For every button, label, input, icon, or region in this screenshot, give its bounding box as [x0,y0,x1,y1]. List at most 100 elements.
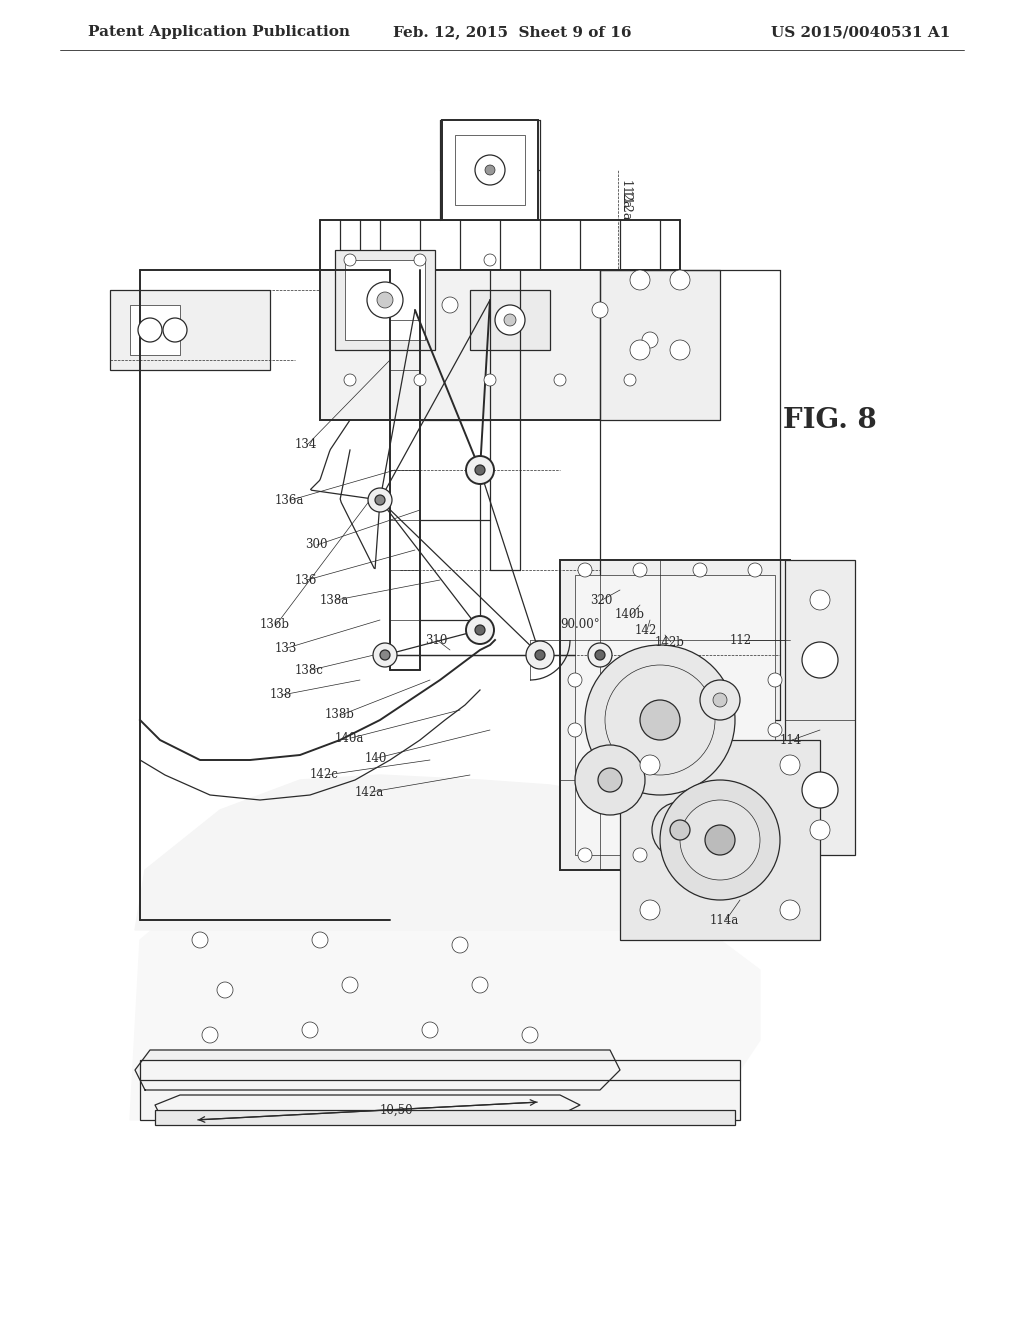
Circle shape [312,932,328,948]
Circle shape [802,642,838,678]
Circle shape [475,465,485,475]
Circle shape [633,847,647,862]
Circle shape [705,825,735,855]
Circle shape [802,772,838,808]
Circle shape [568,723,582,737]
Circle shape [414,374,426,385]
Circle shape [660,780,780,900]
Bar [600,271,720,420]
Circle shape [598,768,622,792]
Text: US 2015/0040531 A1: US 2015/0040531 A1 [771,25,950,40]
Circle shape [522,1027,538,1043]
Circle shape [810,590,830,610]
Circle shape [475,154,505,185]
Polygon shape [130,880,760,1119]
Bar [345,260,425,341]
Bar [785,560,855,855]
Circle shape [652,803,708,858]
Circle shape [495,305,525,335]
Circle shape [633,564,647,577]
Text: 142a: 142a [355,785,384,799]
Circle shape [466,455,494,484]
Text: 112: 112 [730,634,752,647]
Text: 140a: 140a [335,731,365,744]
Circle shape [630,341,650,360]
Polygon shape [135,1049,620,1090]
Circle shape [472,977,488,993]
Circle shape [670,820,690,840]
Circle shape [640,900,660,920]
Circle shape [640,755,660,775]
Text: 138b: 138b [325,709,355,722]
Circle shape [693,847,707,862]
Circle shape [344,374,356,385]
Circle shape [475,624,485,635]
Circle shape [485,165,495,176]
Text: 112a: 112a [618,180,632,209]
Circle shape [693,564,707,577]
Circle shape [344,253,356,267]
Bar [455,135,525,205]
Bar [470,290,550,350]
Bar [575,576,775,855]
Circle shape [585,645,735,795]
Text: 112a: 112a [618,190,632,222]
Circle shape [368,488,392,512]
Circle shape [780,755,800,775]
Circle shape [640,700,680,741]
Circle shape [452,937,468,953]
Circle shape [748,847,762,862]
Circle shape [202,1027,218,1043]
Text: 140b: 140b [615,609,645,622]
Bar [620,741,820,940]
Circle shape [484,374,496,385]
Bar [335,249,435,350]
Circle shape [670,341,690,360]
Circle shape [713,693,727,708]
Circle shape [605,665,715,775]
Circle shape [375,495,385,506]
Circle shape [442,297,458,313]
Circle shape [700,680,740,719]
Circle shape [624,374,636,385]
Bar [130,305,180,355]
Circle shape [592,302,608,318]
Text: 140: 140 [365,751,387,764]
Circle shape [588,643,612,667]
Circle shape [780,900,800,920]
Text: 133: 133 [275,642,297,655]
Circle shape [504,314,516,326]
Text: 320: 320 [590,594,612,606]
Circle shape [748,564,762,577]
Polygon shape [155,1096,580,1115]
Bar [319,271,680,420]
Circle shape [466,616,494,644]
Circle shape [768,673,782,686]
Text: 134: 134 [295,438,317,451]
Circle shape [302,1022,318,1038]
Polygon shape [135,775,720,931]
Circle shape [377,292,393,308]
Circle shape [578,564,592,577]
Circle shape [630,271,650,290]
Circle shape [535,649,545,660]
Text: 310: 310 [425,634,447,647]
Text: 138a: 138a [319,594,349,606]
Text: 142b: 142b [655,635,685,648]
Circle shape [554,374,566,385]
Text: 142c: 142c [310,768,339,781]
Circle shape [526,642,554,669]
Text: 300: 300 [305,539,328,552]
Circle shape [217,982,233,998]
Circle shape [138,318,162,342]
Circle shape [342,977,358,993]
Text: 136: 136 [295,573,317,586]
Text: 114a: 114a [710,913,739,927]
Text: 142: 142 [635,623,657,636]
Circle shape [768,723,782,737]
Bar [155,1110,735,1125]
Circle shape [414,253,426,267]
Circle shape [810,820,830,840]
Circle shape [367,282,403,318]
Text: 90.00°: 90.00° [560,619,600,631]
